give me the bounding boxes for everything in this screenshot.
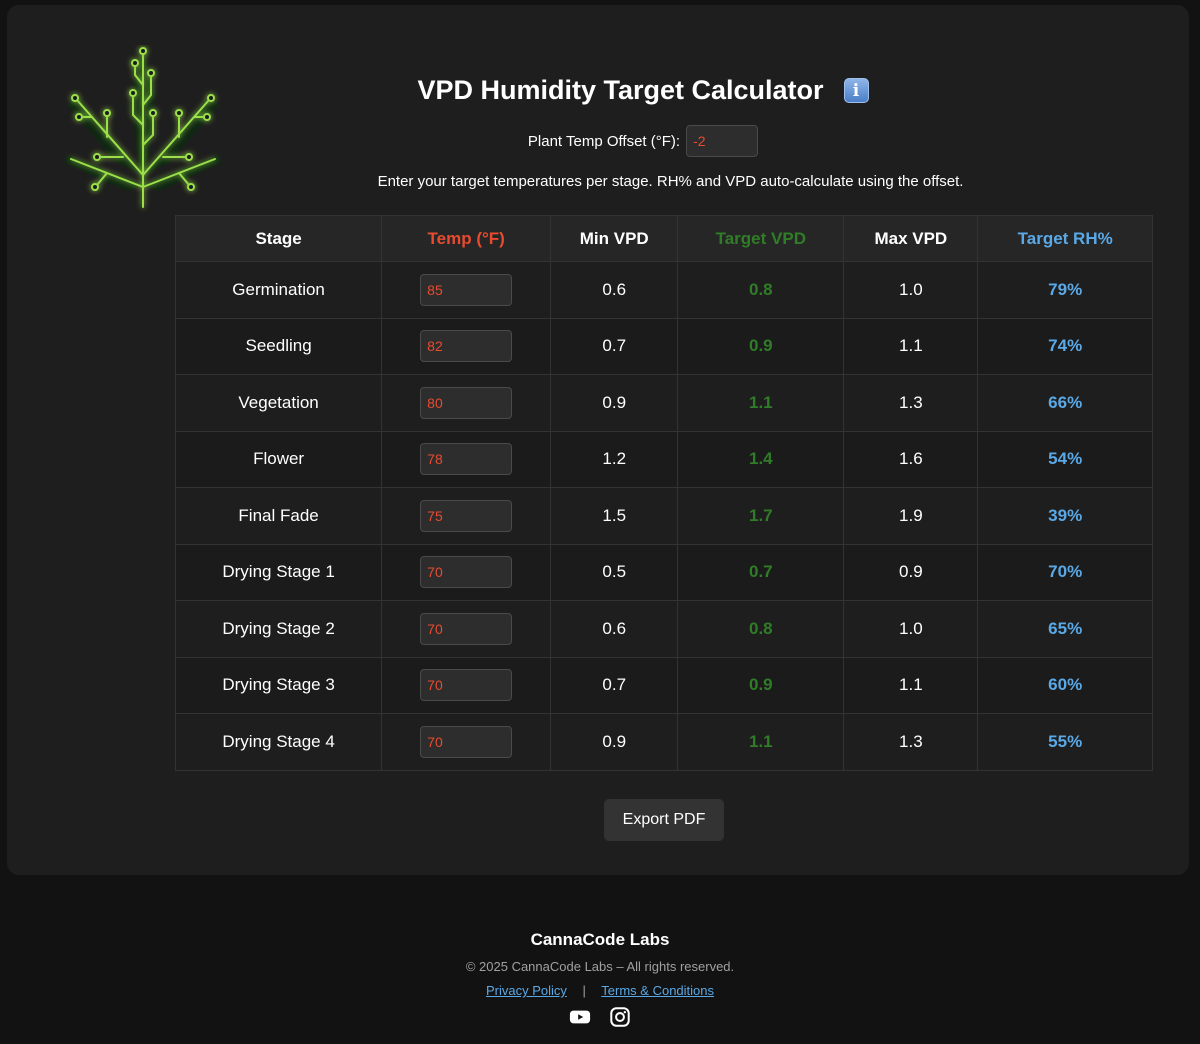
- temp-cell: 75: [381, 487, 552, 545]
- header-stage: Stage: [174, 215, 383, 262]
- max-vpd-cell: 1.0: [843, 261, 979, 319]
- temp-input[interactable]: 70: [420, 725, 513, 758]
- temp-input[interactable]: 80: [420, 386, 513, 419]
- min-vpd-cell: 0.7: [550, 656, 679, 714]
- max-vpd-cell: 1.1: [843, 656, 979, 714]
- max-vpd-cell: 1.3: [843, 374, 979, 432]
- social-links: [0, 1006, 1200, 1028]
- stage-cell: Drying Stage 4: [174, 713, 383, 771]
- target-rh-cell: 74%: [977, 317, 1153, 375]
- footer-links: Privacy Policy | Terms & Conditions: [0, 983, 1200, 998]
- stage-cell: Drying Stage 3: [174, 656, 383, 714]
- target-rh-cell: 70%: [977, 543, 1153, 601]
- table-row: Final Fade 75 1.5 1.7 1.9 39%: [174, 487, 1153, 545]
- stage-cell: Flower: [174, 430, 383, 488]
- header-max-vpd: Max VPD: [843, 215, 979, 262]
- footer-copyright: © 2025 CannaCode Labs – All rights reser…: [465, 959, 735, 974]
- min-vpd-cell: 0.9: [550, 713, 679, 771]
- cannabis-leaf-logo: [65, 47, 221, 208]
- max-vpd-cell: 0.9: [843, 543, 979, 601]
- stage-cell: Final Fade: [174, 487, 383, 545]
- target-vpd-cell: 0.8: [677, 261, 845, 319]
- title-row: VPD Humidity Target Calculator i: [7, 75, 1189, 106]
- temp-cell: 70: [381, 656, 552, 714]
- privacy-policy-link[interactable]: Privacy Policy: [485, 983, 567, 998]
- temp-cell: 82: [381, 317, 552, 375]
- temp-input[interactable]: 78: [420, 443, 513, 476]
- temp-input[interactable]: 82: [420, 330, 513, 363]
- target-vpd-cell: 0.9: [677, 317, 845, 375]
- temp-input[interactable]: 85: [420, 273, 513, 306]
- temp-input[interactable]: 75: [420, 499, 513, 532]
- page-title: VPD Humidity Target Calculator: [417, 75, 824, 105]
- max-vpd-cell: 1.9: [843, 487, 979, 545]
- header-temp: Temp (°F): [381, 215, 552, 262]
- target-rh-cell: 54%: [977, 430, 1153, 488]
- footer-brand: CannaCode Labs: [530, 930, 670, 949]
- info-icon[interactable]: i: [843, 78, 869, 103]
- stage-cell: Drying Stage 1: [174, 543, 383, 601]
- min-vpd-cell: 0.7: [550, 317, 679, 375]
- temp-cell: 78: [381, 430, 552, 488]
- table-row: Drying Stage 2 70 0.6 0.8 1.0 65%: [174, 600, 1153, 658]
- target-vpd-cell: 0.7: [677, 543, 845, 601]
- temp-input[interactable]: 70: [420, 669, 513, 702]
- target-vpd-cell: 0.9: [677, 656, 845, 714]
- target-rh-cell: 65%: [977, 600, 1153, 658]
- offset-label: Plant Temp Offset (°F):: [527, 132, 681, 150]
- min-vpd-cell: 0.6: [550, 261, 679, 319]
- min-vpd-cell: 1.5: [550, 487, 679, 545]
- min-vpd-cell: 1.2: [550, 430, 679, 488]
- target-vpd-cell: 1.1: [677, 374, 845, 432]
- instagram-icon[interactable]: [609, 1006, 631, 1028]
- stage-cell: Drying Stage 2: [174, 600, 383, 658]
- vpd-table: Stage Temp (°F) Min VPD Target VPD Max V…: [174, 215, 1153, 771]
- temp-cell: 80: [381, 374, 552, 432]
- plant-temp-offset-input[interactable]: -2: [686, 125, 759, 157]
- target-rh-cell: 60%: [977, 656, 1153, 714]
- header-target-vpd: Target VPD: [677, 215, 845, 262]
- footer-separator: |: [582, 983, 586, 998]
- table-row: Vegetation 80 0.9 1.1 1.3 66%: [174, 374, 1153, 432]
- min-vpd-cell: 0.9: [550, 374, 679, 432]
- target-vpd-cell: 1.4: [677, 430, 845, 488]
- target-rh-cell: 55%: [977, 713, 1153, 771]
- footer: CannaCode Labs © 2025 CannaCode Labs – A…: [0, 930, 1200, 1028]
- stage-cell: Vegetation: [174, 374, 383, 432]
- target-vpd-cell: 1.7: [677, 487, 845, 545]
- temp-cell: 70: [381, 600, 552, 658]
- max-vpd-cell: 1.0: [843, 600, 979, 658]
- target-rh-cell: 66%: [977, 374, 1153, 432]
- temp-cell: 70: [381, 713, 552, 771]
- max-vpd-cell: 1.6: [843, 430, 979, 488]
- stage-cell: Seedling: [174, 317, 383, 375]
- max-vpd-cell: 1.3: [843, 713, 979, 771]
- youtube-icon[interactable]: [569, 1006, 591, 1028]
- header-target-rh: Target RH%: [977, 215, 1153, 262]
- table-row: Drying Stage 1 70 0.5 0.7 0.9 70%: [174, 543, 1153, 601]
- table-row: Drying Stage 4 70 0.9 1.1 1.3 55%: [174, 713, 1153, 771]
- table-row: Germination 85 0.6 0.8 1.0 79%: [174, 261, 1153, 319]
- table-row: Seedling 82 0.7 0.9 1.1 74%: [174, 317, 1153, 375]
- table-header-row: Stage Temp (°F) Min VPD Target VPD Max V…: [174, 215, 1153, 262]
- offset-row: Plant Temp Offset (°F): -2: [7, 125, 1189, 157]
- target-vpd-cell: 1.1: [677, 713, 845, 771]
- max-vpd-cell: 1.1: [843, 317, 979, 375]
- target-rh-cell: 79%: [977, 261, 1153, 319]
- temp-cell: 70: [381, 543, 552, 601]
- terms-link[interactable]: Terms & Conditions: [601, 983, 715, 998]
- export-pdf-button[interactable]: Export PDF: [604, 799, 724, 841]
- target-vpd-cell: 0.8: [677, 600, 845, 658]
- header-min-vpd: Min VPD: [550, 215, 679, 262]
- temp-cell: 85: [381, 261, 552, 319]
- table-row: Drying Stage 3 70 0.7 0.9 1.1 60%: [174, 656, 1153, 714]
- stage-cell: Germination: [174, 261, 383, 319]
- instructions-text: Enter your target temperatures per stage…: [377, 173, 964, 190]
- temp-input[interactable]: 70: [420, 556, 513, 589]
- target-rh-cell: 39%: [977, 487, 1153, 545]
- table-row: Flower 78 1.2 1.4 1.6 54%: [174, 430, 1153, 488]
- min-vpd-cell: 0.5: [550, 543, 679, 601]
- temp-input[interactable]: 70: [420, 612, 513, 645]
- min-vpd-cell: 0.6: [550, 600, 679, 658]
